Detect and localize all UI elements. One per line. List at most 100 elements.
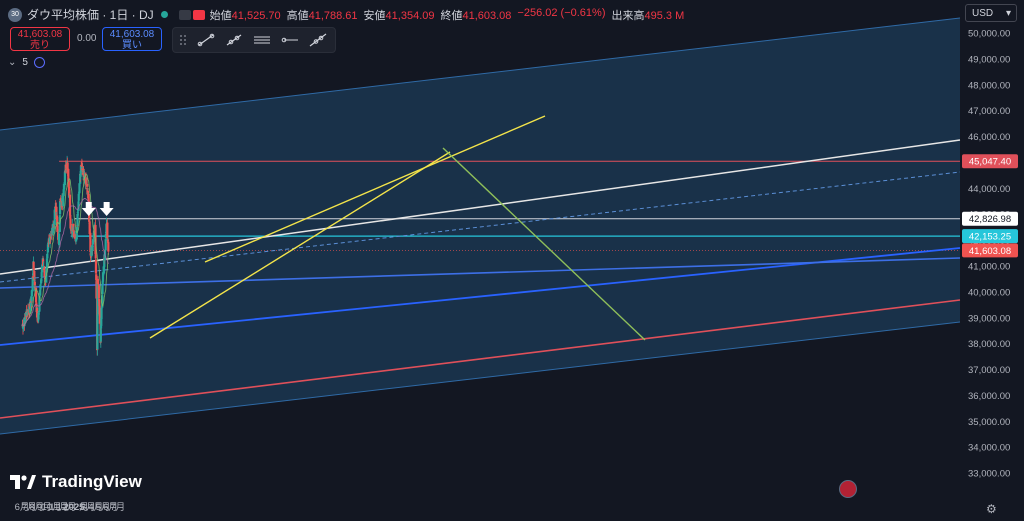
- candle-body: [79, 165, 83, 172]
- down-arrow-icon: [81, 202, 96, 216]
- candle-body: [44, 283, 47, 285]
- candle-body: [24, 317, 27, 319]
- drag-handle-icon[interactable]: [179, 33, 187, 47]
- candle-body: [34, 287, 38, 303]
- y-tick-label: 50,000.00: [968, 29, 1010, 40]
- brand-name: TradingView: [42, 472, 142, 491]
- candle-body: [49, 236, 52, 238]
- us-flag-icon[interactable]: [839, 480, 857, 498]
- candle-body: [32, 262, 35, 270]
- y-tick-label: 41,000.00: [968, 262, 1010, 273]
- indicators-collapse[interactable]: ⌄ 5: [8, 57, 45, 68]
- candle-body: [91, 239, 95, 245]
- candle-body: [32, 273, 35, 276]
- y-tick-label: 39,000.00: [968, 313, 1010, 324]
- channel-upper-edge: [0, 17, 961, 131]
- candle: [44, 282, 47, 287]
- ohlc-values: 始値41,525.70 高値41,788.61 安値41,354.09 終値41…: [209, 6, 685, 22]
- candle-body: [78, 183, 81, 193]
- candle-body: [99, 329, 102, 342]
- volume-value: 495.3 M: [644, 9, 685, 22]
- candle-body: [96, 314, 99, 350]
- symbol-title[interactable]: ダウ平均株価 · 1日 · DJ: [27, 8, 154, 22]
- candle-body: [27, 310, 30, 312]
- y-tick-label: 38,000.00: [968, 339, 1010, 350]
- candle-body: [42, 268, 45, 271]
- symbol-header[interactable]: 30 ダウ平均株価 · 1日 · DJ 始値41,525.70 高値41,788…: [8, 6, 684, 23]
- sell-button[interactable]: 41,603.08 売り: [10, 27, 70, 51]
- candle: [58, 199, 62, 219]
- candle-body: [39, 284, 42, 289]
- candle-body: [31, 276, 34, 292]
- dashed-midline: [0, 171, 961, 283]
- candle-body: [100, 317, 103, 326]
- parallel-channel-tool-icon[interactable]: [253, 33, 271, 47]
- currency-select[interactable]: USD: [965, 4, 1017, 23]
- yellow-channel-lower: [149, 151, 451, 339]
- extended-line-tool-icon[interactable]: [309, 33, 327, 47]
- candle-body: [72, 223, 75, 232]
- buy-button[interactable]: 41,603.08 買い: [102, 27, 162, 51]
- chart-settings-icon[interactable]: ⚙: [986, 502, 997, 516]
- low-value: 41,354.09: [385, 9, 435, 22]
- ray-tool-icon[interactable]: [225, 33, 243, 47]
- candle-body: [85, 182, 88, 185]
- candle-body: [35, 308, 39, 318]
- candle-body: [43, 271, 46, 277]
- price-label-bg: [962, 229, 1018, 244]
- indicator-count: 5: [22, 57, 28, 68]
- yellow-channel-upper: [204, 115, 546, 263]
- blue-flat-trendline: [0, 257, 961, 289]
- price-label-bg: [962, 154, 1018, 169]
- visibility-toggle-icon[interactable]: [178, 9, 205, 20]
- candle-body: [66, 168, 69, 170]
- candle-body: [38, 295, 41, 312]
- x-tick-label: 7月: [22, 502, 37, 513]
- y-tick-label: 37,000.00: [968, 365, 1010, 376]
- tradingview-logo-icon: [10, 475, 36, 489]
- sell-label: 売り: [30, 40, 50, 51]
- tradingview-logo: TradingView: [10, 472, 142, 492]
- horizontal-ray-tool-icon[interactable]: [281, 33, 299, 47]
- candle-body: [63, 171, 67, 186]
- spread-value: 0.00: [77, 33, 97, 44]
- candle-body: [67, 180, 70, 188]
- trend-line-tool-icon[interactable]: [197, 33, 215, 47]
- x-tick-label: 6月: [15, 502, 30, 513]
- y-tick-label: 44,000.00: [968, 184, 1010, 195]
- chevron-down-icon[interactable]: ⌄: [8, 57, 17, 68]
- candle-body: [52, 227, 55, 234]
- candle: [87, 192, 90, 203]
- candle-body: [45, 258, 49, 268]
- candle: [67, 162, 70, 183]
- x-tick-label: 9月: [37, 502, 52, 513]
- candle-body: [41, 259, 45, 267]
- candle-body: [74, 238, 78, 242]
- candle-body: [52, 223, 55, 229]
- candle-body: [68, 194, 72, 216]
- candle: [98, 308, 101, 325]
- market-status-dot: [160, 11, 168, 18]
- change-value: −256.02 (−0.61%): [517, 6, 606, 19]
- y-tick-label: 49,000.00: [968, 54, 1010, 65]
- candle-body: [90, 246, 93, 257]
- candle: [33, 279, 36, 286]
- candle-body: [31, 276, 35, 278]
- price-label: 42,826.98: [969, 214, 1011, 225]
- price-label: 45,047.40: [969, 157, 1011, 168]
- candle-body: [76, 213, 79, 226]
- blue-support-trendline: [0, 247, 961, 346]
- candle-body: [49, 236, 52, 242]
- x-tick-label: 5月: [96, 502, 111, 513]
- candle-body: [24, 319, 27, 321]
- candle-body: [94, 254, 97, 259]
- buy-price: 41,603.08: [109, 29, 155, 40]
- candle-body: [39, 289, 42, 296]
- price-label-bg: [962, 243, 1018, 258]
- x-tick-label: 4月: [88, 502, 103, 513]
- indicator-status-icon: [33, 57, 45, 68]
- candle-body: [53, 209, 56, 225]
- candle: [43, 265, 46, 278]
- candle-body: [102, 273, 105, 275]
